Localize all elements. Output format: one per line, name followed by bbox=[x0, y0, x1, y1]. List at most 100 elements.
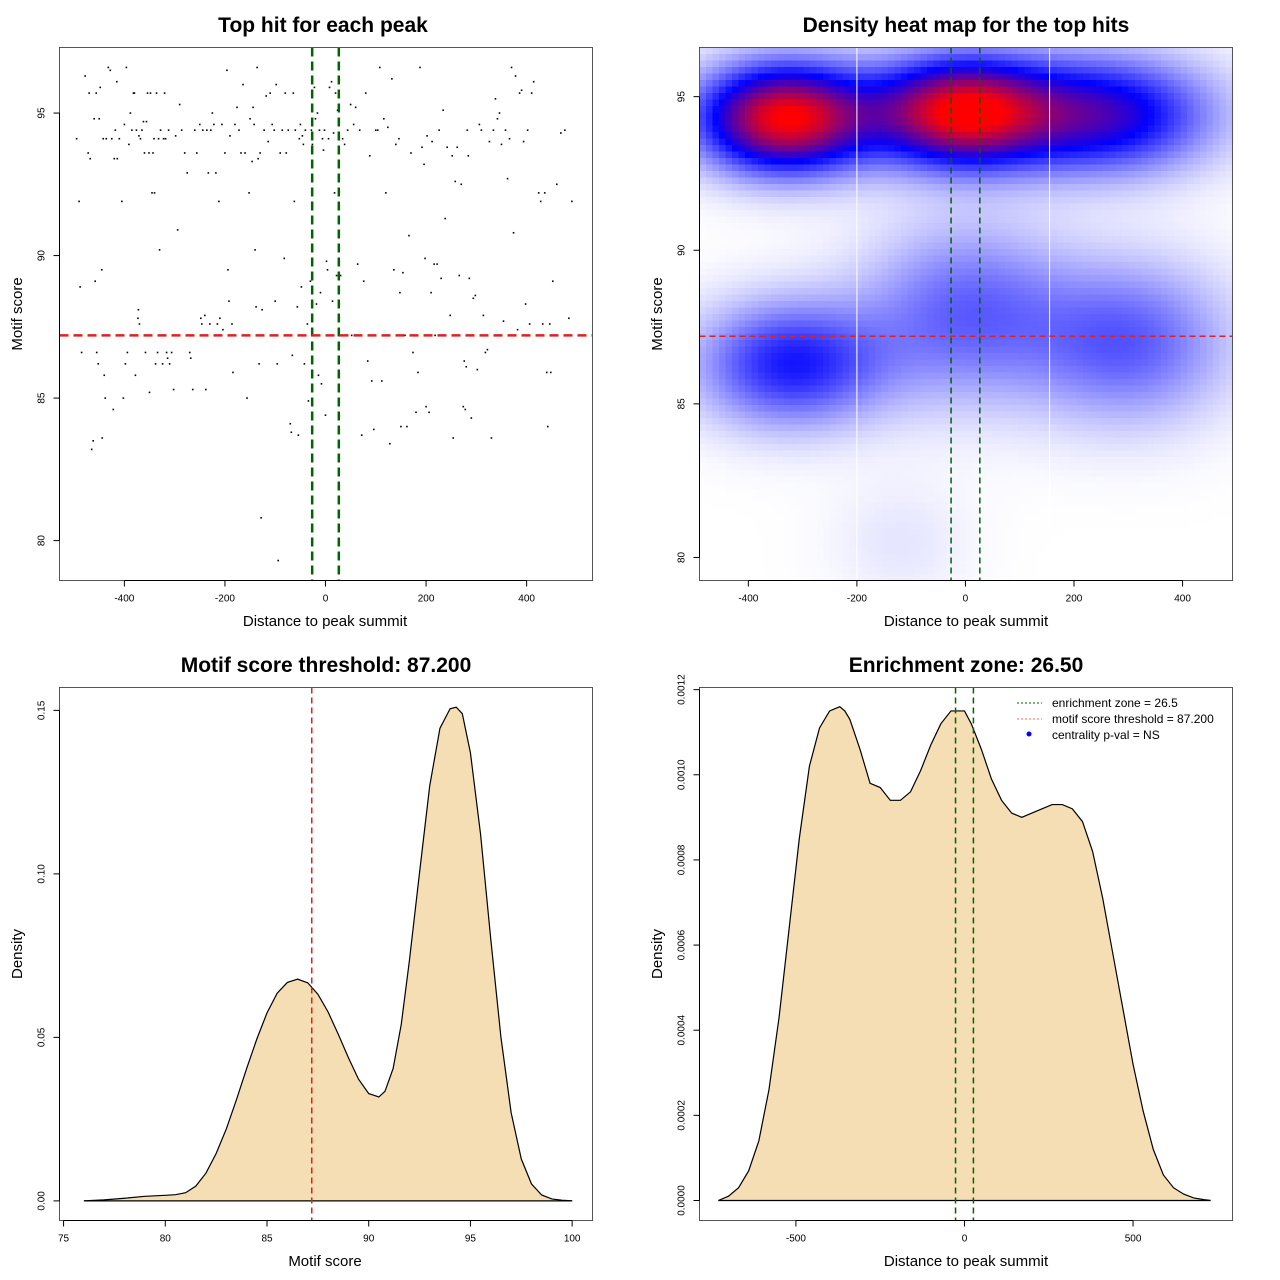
heatmap-cell bbox=[771, 379, 779, 387]
heatmap-cell bbox=[959, 574, 967, 582]
heatmap-cell bbox=[998, 67, 1006, 75]
heatmap-cell bbox=[979, 106, 987, 114]
heatmap-cell bbox=[862, 158, 870, 166]
heatmap-cell bbox=[1044, 444, 1052, 452]
heatmap-cell bbox=[1024, 554, 1032, 562]
heatmap-cell bbox=[1005, 437, 1013, 445]
heatmap-cell bbox=[823, 301, 831, 309]
heatmap-cell bbox=[784, 197, 792, 205]
heatmap-cell bbox=[829, 93, 837, 101]
heatmap-cell bbox=[979, 255, 987, 263]
heatmap-cell bbox=[849, 554, 857, 562]
heatmap-cell bbox=[771, 210, 779, 218]
heatmap-cell bbox=[998, 262, 1006, 270]
heatmap-cell bbox=[862, 372, 870, 380]
heatmap-cell bbox=[914, 333, 922, 341]
heatmap-cell bbox=[927, 119, 935, 127]
heatmap-cell bbox=[829, 483, 837, 491]
heatmap-cell bbox=[751, 385, 759, 393]
heatmap-cell bbox=[985, 307, 993, 315]
heatmap-cell bbox=[966, 567, 974, 575]
heatmap-cell bbox=[985, 197, 993, 205]
heatmap-cell bbox=[953, 411, 961, 419]
heatmap-cell bbox=[855, 405, 863, 413]
heatmap-cell bbox=[907, 54, 915, 62]
heatmap-cell bbox=[901, 535, 909, 543]
heatmap-cell bbox=[803, 346, 811, 354]
heatmap-cell bbox=[764, 548, 772, 556]
heatmap-cell bbox=[745, 463, 753, 471]
heatmap-cell bbox=[868, 249, 876, 257]
heatmap-cell bbox=[875, 548, 883, 556]
heatmap-cell bbox=[1018, 138, 1026, 146]
heatmap-cell bbox=[784, 398, 792, 406]
heatmap-cell bbox=[966, 353, 974, 361]
heatmap-cell bbox=[803, 294, 811, 302]
heatmap-cell bbox=[933, 522, 941, 530]
heatmap-cell bbox=[907, 470, 915, 478]
heatmap-cell bbox=[907, 398, 915, 406]
scatter-point bbox=[458, 274, 461, 277]
heatmap-cell bbox=[927, 457, 935, 465]
heatmap-cell bbox=[803, 99, 811, 107]
heatmap-cell bbox=[953, 93, 961, 101]
heatmap-cell bbox=[1005, 372, 1013, 380]
heatmap-cell bbox=[732, 522, 740, 530]
heatmap-cell bbox=[849, 60, 857, 68]
heatmap-cell bbox=[732, 567, 740, 575]
heatmap-cell bbox=[797, 197, 805, 205]
heatmap-cell bbox=[751, 444, 759, 452]
heatmap-cell bbox=[881, 301, 889, 309]
heatmap-cell bbox=[875, 132, 883, 140]
heatmap-cell bbox=[758, 398, 766, 406]
heatmap-cell bbox=[927, 125, 935, 133]
heatmap-cell bbox=[966, 262, 974, 270]
heatmap-cell bbox=[777, 470, 785, 478]
heatmap-cell bbox=[894, 483, 902, 491]
heatmap-cell bbox=[810, 281, 818, 289]
heatmap-cell bbox=[972, 307, 980, 315]
heatmap-cell bbox=[725, 535, 733, 543]
heatmap-cell bbox=[797, 366, 805, 374]
heatmap-cell bbox=[979, 119, 987, 127]
heatmap-cell bbox=[855, 463, 863, 471]
scatter-point bbox=[385, 192, 387, 194]
heatmap-cell bbox=[732, 392, 740, 400]
heatmap-cell bbox=[1057, 93, 1065, 101]
heatmap-cell bbox=[1011, 392, 1019, 400]
scatter-point bbox=[100, 269, 103, 271]
heatmap-cell bbox=[875, 320, 883, 328]
scatter-point bbox=[516, 328, 519, 331]
heatmap-cell bbox=[790, 307, 798, 315]
heatmap-cell bbox=[920, 483, 928, 491]
heatmap-cell bbox=[699, 275, 707, 283]
heatmap-cell bbox=[803, 223, 811, 231]
heatmap-cell bbox=[797, 379, 805, 387]
heatmap-cell bbox=[771, 119, 779, 127]
heatmap-cell bbox=[972, 366, 980, 374]
heatmap-cell bbox=[920, 340, 928, 348]
heatmap-cell bbox=[738, 346, 746, 354]
heatmap-cell bbox=[842, 463, 850, 471]
heatmap-cell bbox=[992, 489, 1000, 497]
heatmap-cell bbox=[1024, 541, 1032, 549]
scatter-point bbox=[379, 66, 381, 69]
heatmap-cell bbox=[725, 229, 733, 237]
heatmap-cell bbox=[1031, 470, 1039, 478]
heatmap-cell bbox=[985, 457, 993, 465]
heatmap-cell bbox=[803, 567, 811, 575]
scatter-point bbox=[301, 135, 304, 137]
heatmap-cell bbox=[771, 522, 779, 530]
heatmap-cell bbox=[758, 132, 766, 140]
heatmap-cell bbox=[901, 444, 909, 452]
scatter-point bbox=[253, 123, 255, 126]
heatmap-cell bbox=[901, 262, 909, 270]
heatmap-cell bbox=[1018, 567, 1026, 575]
heatmap-cell bbox=[1050, 158, 1058, 166]
heatmap-cell bbox=[914, 184, 922, 192]
heatmap-cell bbox=[1018, 93, 1026, 101]
heatmap-cell bbox=[771, 489, 779, 497]
heatmap-cell bbox=[868, 288, 876, 296]
heatmap-cell bbox=[881, 346, 889, 354]
heatmap-cell bbox=[732, 223, 740, 231]
